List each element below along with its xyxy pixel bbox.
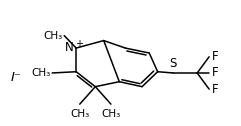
- Text: CH₃: CH₃: [70, 109, 89, 119]
- Text: F: F: [212, 50, 218, 63]
- Text: F: F: [212, 83, 218, 96]
- Text: CH₃: CH₃: [31, 68, 50, 78]
- Text: +: +: [75, 39, 83, 49]
- Text: S: S: [169, 57, 177, 70]
- Text: CH₃: CH₃: [101, 109, 120, 119]
- Text: F: F: [212, 67, 218, 80]
- Text: I⁻: I⁻: [11, 71, 22, 84]
- Text: CH₃: CH₃: [43, 31, 62, 41]
- Text: N: N: [65, 41, 73, 54]
